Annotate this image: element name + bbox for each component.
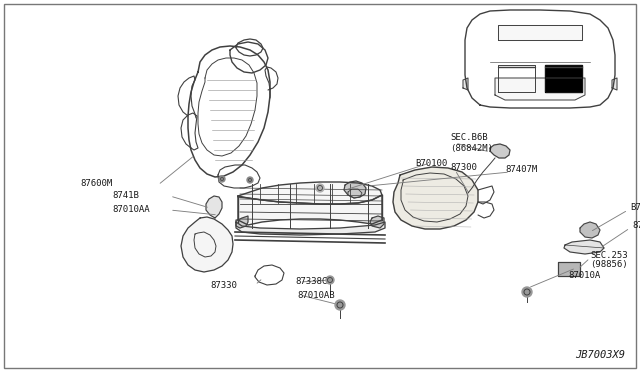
Polygon shape	[580, 222, 600, 238]
Circle shape	[335, 300, 345, 310]
Polygon shape	[393, 167, 478, 229]
Text: B7192Z: B7192Z	[630, 203, 640, 212]
Text: SEC.253: SEC.253	[590, 250, 628, 260]
Text: 87300: 87300	[450, 164, 477, 173]
Text: (86842M): (86842M)	[450, 144, 493, 153]
Text: 87010A: 87010A	[568, 272, 600, 280]
Text: 8741B: 8741B	[112, 192, 139, 201]
Text: 87400: 87400	[632, 221, 640, 231]
Circle shape	[247, 177, 253, 183]
Polygon shape	[236, 222, 385, 235]
Circle shape	[326, 276, 334, 284]
Text: (98856): (98856)	[590, 260, 628, 269]
Text: B70100: B70100	[415, 158, 447, 167]
Text: 87338C: 87338C	[295, 278, 327, 286]
Text: 87600M: 87600M	[80, 179, 112, 187]
Text: SEC.B6B: SEC.B6B	[450, 134, 488, 142]
Polygon shape	[238, 195, 382, 225]
Polygon shape	[490, 144, 510, 158]
Polygon shape	[370, 216, 384, 228]
Polygon shape	[236, 216, 248, 228]
Text: JB7003X9: JB7003X9	[575, 350, 625, 360]
Polygon shape	[238, 182, 382, 204]
Polygon shape	[344, 181, 366, 198]
Circle shape	[522, 287, 532, 297]
Polygon shape	[181, 217, 233, 272]
Text: 87010AB: 87010AB	[297, 292, 335, 301]
Circle shape	[316, 184, 324, 192]
Text: 87407M: 87407M	[505, 166, 537, 174]
Polygon shape	[206, 196, 222, 218]
Text: 87010AA: 87010AA	[112, 205, 150, 215]
Circle shape	[219, 176, 225, 182]
Text: 87330: 87330	[210, 282, 237, 291]
Polygon shape	[564, 240, 604, 254]
Polygon shape	[558, 262, 580, 276]
